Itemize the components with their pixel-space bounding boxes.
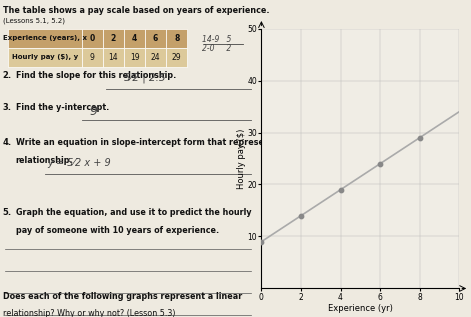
Text: Write an equation in slope-intercept form that represents this: Write an equation in slope-intercept for… <box>16 138 298 147</box>
Text: relationship? Why or why not? (Lesson 5.3): relationship? Why or why not? (Lesson 5.… <box>3 309 175 317</box>
Text: 19: 19 <box>130 53 139 61</box>
Bar <box>82 48 103 67</box>
Text: 14: 14 <box>109 53 118 61</box>
X-axis label: Experience (yr): Experience (yr) <box>328 304 393 314</box>
Point <box>416 135 423 140</box>
Text: 24: 24 <box>151 53 161 61</box>
Text: 4.: 4. <box>3 138 12 147</box>
Bar <box>8 48 82 67</box>
Point <box>337 187 344 192</box>
Bar <box>103 48 124 67</box>
Text: Find the slope for this relationship.: Find the slope for this relationship. <box>16 71 176 80</box>
Text: 0: 0 <box>89 34 95 42</box>
Bar <box>166 29 187 48</box>
Text: Find the y-intercept.: Find the y-intercept. <box>16 103 109 112</box>
Text: 4: 4 <box>132 34 137 42</box>
Text: (Lessons 5.1, 5.2): (Lessons 5.1, 5.2) <box>3 17 65 24</box>
Bar <box>166 48 187 67</box>
Point <box>297 213 305 218</box>
Text: 8: 8 <box>174 34 179 42</box>
Bar <box>103 29 124 48</box>
Point <box>258 239 265 244</box>
Text: Experience (years), x: Experience (years), x <box>3 35 87 41</box>
Text: 2-0     2: 2-0 2 <box>202 44 231 53</box>
Point <box>376 161 384 166</box>
Text: Does each of the following graphs represent a linear: Does each of the following graphs repres… <box>3 292 242 301</box>
Bar <box>145 48 166 67</box>
Text: 14-9   5: 14-9 5 <box>202 35 231 44</box>
Text: y = 5⁄2 x + 9: y = 5⁄2 x + 9 <box>48 158 111 169</box>
Text: 2.: 2. <box>3 71 12 80</box>
Text: relationship.: relationship. <box>16 156 73 165</box>
Text: 29: 29 <box>172 53 181 61</box>
Text: The table shows a pay scale based on years of experience.: The table shows a pay scale based on yea… <box>3 6 269 15</box>
Text: 3.: 3. <box>3 103 12 112</box>
Text: 5⁄2 | 2.5: 5⁄2 | 2.5 <box>124 73 165 83</box>
Text: pay of someone with 10 years of experience.: pay of someone with 10 years of experien… <box>16 226 219 235</box>
Bar <box>82 29 103 48</box>
Text: Graph the equation, and use it to predict the hourly: Graph the equation, and use it to predic… <box>16 208 252 217</box>
Bar <box>145 29 166 48</box>
Text: 6: 6 <box>153 34 158 42</box>
Text: 9: 9 <box>89 105 97 118</box>
Text: 2: 2 <box>111 34 116 42</box>
Text: 5.: 5. <box>3 208 12 217</box>
Bar <box>124 29 145 48</box>
Text: 9: 9 <box>90 53 95 61</box>
Bar <box>124 48 145 67</box>
Y-axis label: Hourly pay ($): Hourly pay ($) <box>237 128 246 189</box>
Text: Hourly pay ($), y: Hourly pay ($), y <box>12 54 78 60</box>
Bar <box>8 29 82 48</box>
